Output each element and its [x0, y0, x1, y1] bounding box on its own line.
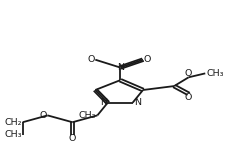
Text: N: N: [99, 98, 106, 107]
Text: N: N: [116, 63, 123, 72]
Text: O: O: [142, 55, 150, 64]
Text: CH₂: CH₂: [4, 118, 22, 127]
Text: O: O: [68, 134, 76, 143]
Text: N: N: [133, 98, 140, 107]
Text: CH₂: CH₂: [79, 111, 96, 120]
Text: O: O: [88, 55, 95, 64]
Text: CH₃: CH₃: [4, 130, 22, 140]
Text: CH₃: CH₃: [205, 69, 223, 78]
Text: O: O: [184, 93, 191, 102]
Text: O: O: [39, 111, 46, 120]
Text: O: O: [184, 69, 191, 78]
